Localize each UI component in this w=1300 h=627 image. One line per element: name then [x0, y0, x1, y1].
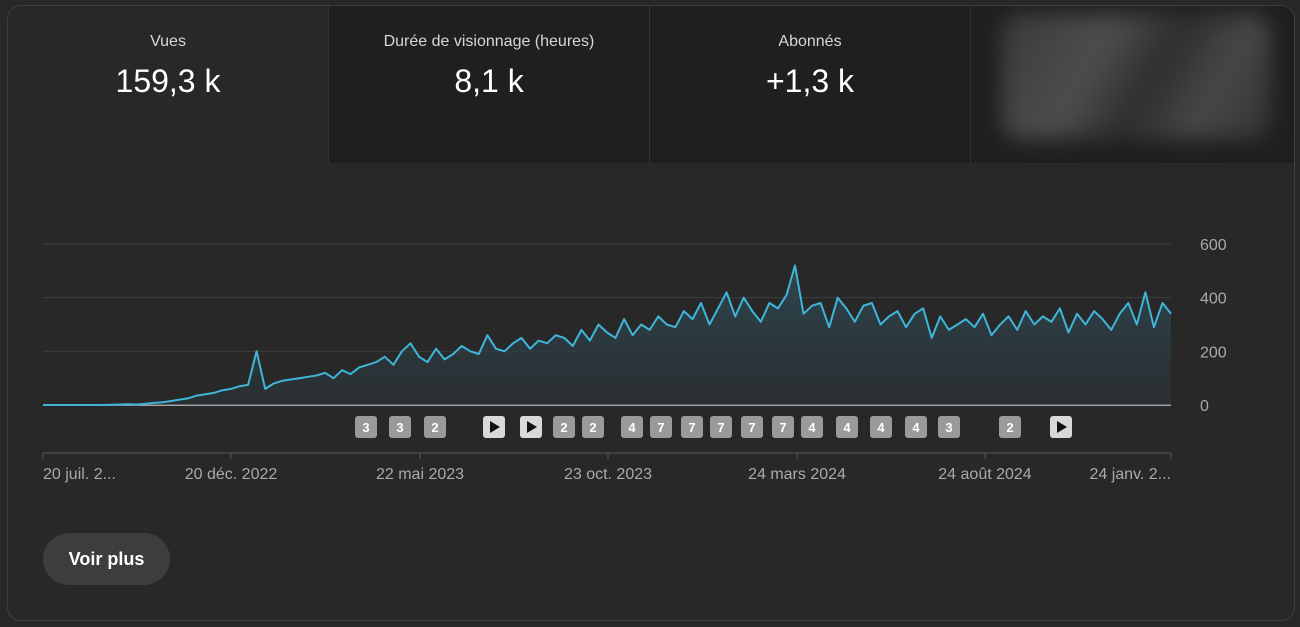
marker-count: 2 — [560, 420, 567, 435]
x-tick-label: 24 mars 2024 — [748, 466, 846, 483]
marker-count: 4 — [877, 420, 885, 435]
metric-label: Durée de visionnage (heures) — [383, 33, 595, 50]
upload-markers: 3 3 2 2 2 4 7 7 7 7 7 4 4 4 4 3 2 — [355, 416, 1072, 438]
y-tick-label: 600 — [1200, 237, 1227, 254]
upload-marker[interactable]: 2 — [424, 416, 446, 438]
upload-marker[interactable]: 7 — [710, 416, 732, 438]
upload-marker[interactable]: 7 — [681, 416, 703, 438]
upload-marker[interactable]: 7 — [650, 416, 672, 438]
redacted-blur — [1001, 14, 1271, 139]
upload-marker[interactable]: 4 — [870, 416, 892, 438]
see-more-button[interactable]: Voir plus — [43, 533, 170, 585]
metric-value: 8,1 k — [454, 63, 524, 99]
marker-play-icon[interactable] — [1050, 416, 1072, 438]
marker-count: 7 — [717, 420, 724, 435]
x-tick-label: 24 août 2024 — [938, 466, 1032, 483]
marker-count: 7 — [748, 420, 755, 435]
marker-count: 7 — [688, 420, 695, 435]
metric-label: Abonnés — [778, 33, 842, 50]
marker-count: 4 — [808, 420, 816, 435]
upload-marker[interactable]: 4 — [905, 416, 927, 438]
x-tick-label: 20 juil. 2... — [43, 466, 116, 483]
y-tick-label: 0 — [1200, 398, 1209, 415]
upload-marker[interactable]: 3 — [355, 416, 377, 438]
marker-count: 4 — [843, 420, 851, 435]
marker-count: 3 — [362, 420, 369, 435]
metric-value: +1,3 k — [765, 63, 855, 99]
play-icon — [1057, 421, 1067, 433]
upload-marker[interactable]: 2 — [553, 416, 575, 438]
x-tick-label: 23 oct. 2023 — [564, 466, 652, 483]
upload-marker[interactable]: 3 — [389, 416, 411, 438]
analytics-card: Vues 159,3 k Durée de visionnage (heures… — [7, 5, 1295, 621]
marker-count: 4 — [912, 420, 920, 435]
metric-label: Vues — [150, 33, 186, 50]
metric-tab-subscribers[interactable]: Abonnés +1,3 k — [650, 6, 971, 163]
upload-marker[interactable]: 4 — [621, 416, 643, 438]
views-line — [43, 264, 1172, 406]
marker-count: 4 — [628, 420, 636, 435]
upload-marker[interactable]: 2 — [999, 416, 1021, 438]
upload-marker[interactable]: 4 — [801, 416, 823, 438]
y-tick-label: 200 — [1200, 344, 1227, 361]
marker-count: 7 — [779, 420, 786, 435]
y-tick-label: 400 — [1200, 291, 1227, 308]
marker-count: 2 — [1006, 420, 1013, 435]
metric-value: 159,3 k — [115, 63, 221, 99]
y-axis-ticks: 0 200 400 600 — [1200, 237, 1227, 415]
play-icon — [490, 421, 500, 433]
views-area — [43, 265, 1171, 405]
metrics-row: Vues 159,3 k Durée de visionnage (heures… — [8, 6, 1294, 163]
upload-marker[interactable]: 7 — [741, 416, 763, 438]
marker-count: 3 — [945, 420, 952, 435]
marker-play-icon[interactable] — [520, 416, 542, 438]
metric-tab-watch-time[interactable]: Durée de visionnage (heures) 8,1 k — [329, 6, 650, 163]
x-axis-ticks: 20 juil. 2... 20 déc. 2022 22 mai 2023 23 o… — [42, 453, 1172, 483]
marker-play-icon[interactable] — [483, 416, 505, 438]
marker-count: 2 — [431, 420, 438, 435]
marker-count: 2 — [589, 420, 596, 435]
play-icon — [527, 421, 537, 433]
upload-marker[interactable]: 7 — [772, 416, 794, 438]
x-tick-label: 24 janv. 2... — [1089, 466, 1171, 483]
x-tick-label: 20 déc. 2022 — [185, 466, 278, 483]
upload-marker[interactable]: 3 — [938, 416, 960, 438]
views-chart: 0 200 400 600 3 3 2 2 2 4 7 7 7 7 7 4 4 4 4 3 2 20 juil. 2.… — [42, 237, 1227, 483]
metric-tab-redacted[interactable] — [971, 6, 1294, 163]
marker-count: 3 — [396, 420, 403, 435]
x-tick-label: 22 mai 2023 — [376, 466, 464, 483]
marker-count: 7 — [657, 420, 664, 435]
upload-marker[interactable]: 4 — [836, 416, 858, 438]
metric-tab-views[interactable]: Vues 159,3 k — [8, 6, 329, 163]
upload-marker[interactable]: 2 — [582, 416, 604, 438]
